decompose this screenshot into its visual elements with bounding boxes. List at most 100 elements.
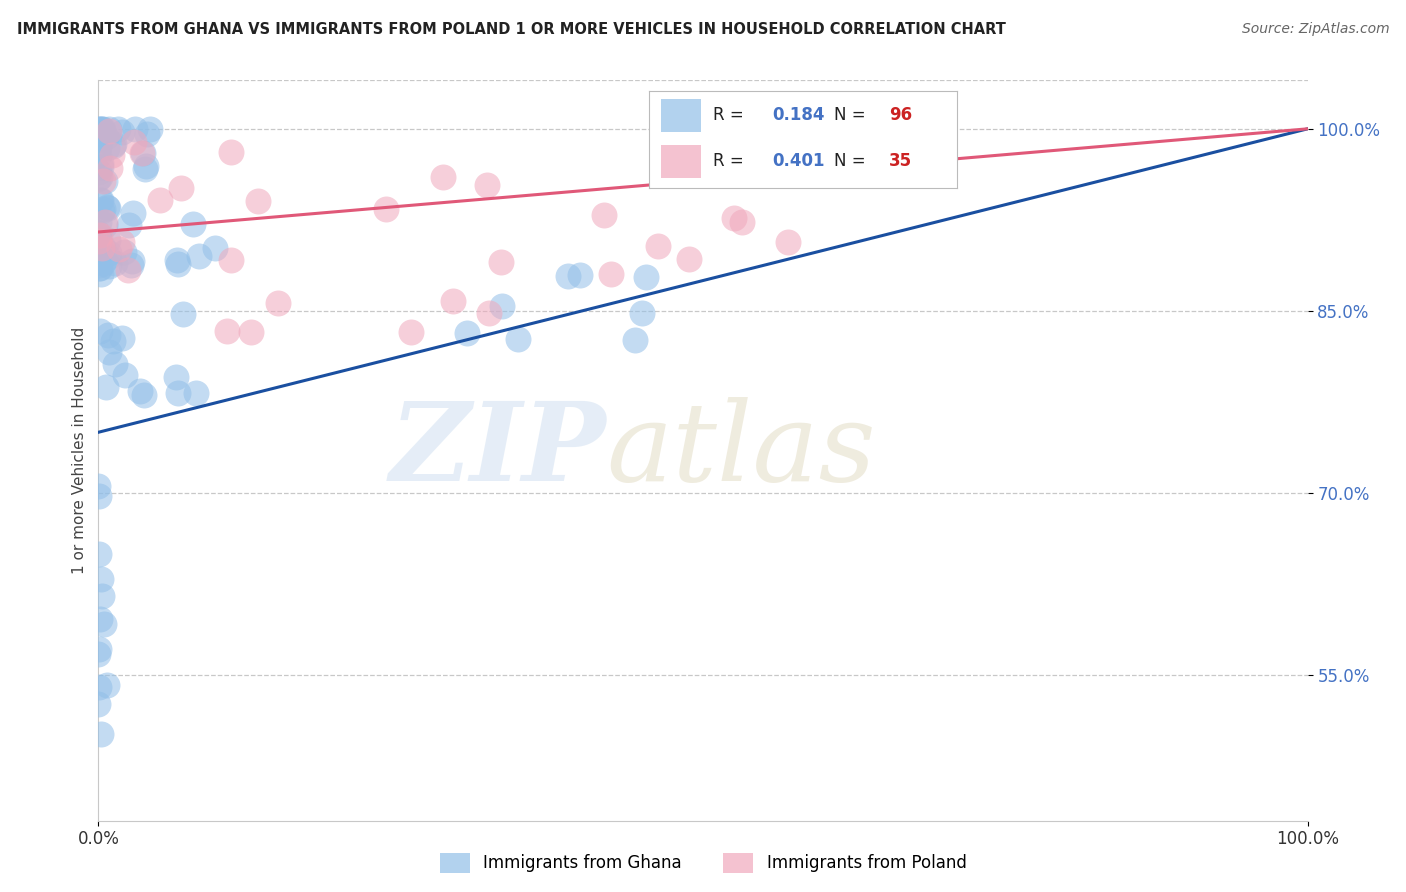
- Point: [87, 258, 110, 272]
- Text: atlas: atlas: [606, 397, 876, 504]
- Point: [97, 246, 120, 260]
- Point: [89, 260, 111, 275]
- Point: [90, 160, 112, 174]
- Point: [723, 211, 745, 226]
- Point: [87, 697, 110, 711]
- Point: [166, 386, 188, 401]
- Point: [139, 121, 162, 136]
- Point: [215, 324, 238, 338]
- Point: [187, 249, 209, 263]
- Point: [93, 617, 115, 632]
- Point: [87, 227, 110, 242]
- Point: [89, 170, 111, 185]
- Point: [678, 252, 700, 266]
- Point: [97, 250, 120, 264]
- Point: [87, 547, 110, 561]
- Point: [91, 121, 114, 136]
- Point: [169, 181, 191, 195]
- Point: [90, 727, 112, 741]
- Point: [557, 268, 579, 283]
- Point: [89, 129, 111, 144]
- Point: [89, 324, 111, 338]
- Point: [87, 140, 110, 154]
- Point: [104, 256, 127, 270]
- Point: [94, 214, 117, 228]
- Point: [131, 145, 153, 160]
- Point: [121, 254, 143, 268]
- Point: [134, 161, 156, 176]
- Point: [97, 202, 120, 216]
- Point: [98, 161, 121, 175]
- Point: [90, 155, 112, 169]
- Point: [93, 174, 115, 188]
- Point: [181, 217, 204, 231]
- Point: [89, 489, 111, 503]
- Point: [593, 208, 616, 222]
- Point: [778, 235, 800, 249]
- Point: [118, 219, 141, 233]
- Point: [399, 325, 422, 339]
- Point: [87, 234, 110, 248]
- Point: [87, 226, 110, 240]
- Point: [219, 253, 242, 268]
- Point: [87, 479, 110, 493]
- Point: [87, 215, 110, 229]
- Point: [121, 205, 143, 219]
- Point: [221, 145, 243, 160]
- Point: [122, 136, 145, 150]
- Point: [489, 255, 512, 269]
- Point: [89, 132, 111, 146]
- Point: [89, 227, 111, 242]
- Point: [89, 193, 111, 207]
- Point: [135, 127, 157, 141]
- Point: [87, 121, 110, 136]
- Point: [432, 169, 454, 184]
- Point: [117, 263, 139, 277]
- Point: [647, 239, 669, 253]
- Point: [111, 331, 134, 345]
- Point: [374, 202, 396, 216]
- Point: [107, 121, 129, 136]
- Point: [90, 241, 112, 255]
- Point: [491, 299, 513, 313]
- Point: [87, 641, 110, 656]
- Point: [87, 121, 110, 136]
- Point: [599, 267, 621, 281]
- Point: [103, 357, 125, 371]
- Point: [568, 268, 591, 282]
- Point: [478, 305, 501, 319]
- Y-axis label: 1 or more Vehicles in Household: 1 or more Vehicles in Household: [72, 326, 87, 574]
- Point: [91, 202, 114, 217]
- Point: [96, 141, 118, 155]
- Point: [96, 200, 118, 214]
- Point: [124, 121, 146, 136]
- Point: [166, 256, 188, 270]
- Point: [475, 178, 498, 192]
- Point: [87, 260, 110, 275]
- Point: [87, 647, 110, 661]
- Point: [165, 370, 187, 384]
- Point: [634, 269, 657, 284]
- Point: [441, 294, 464, 309]
- Point: [114, 368, 136, 382]
- Text: ZIP: ZIP: [389, 397, 606, 504]
- Point: [94, 130, 117, 145]
- Point: [731, 215, 754, 229]
- Point: [631, 306, 654, 320]
- Point: [112, 244, 135, 259]
- Point: [89, 572, 111, 586]
- Point: [90, 121, 112, 136]
- Point: [508, 332, 530, 346]
- Point: [90, 267, 112, 281]
- Point: [90, 121, 112, 136]
- Point: [128, 384, 150, 398]
- Point: [267, 295, 290, 310]
- Point: [87, 227, 110, 242]
- Point: [91, 589, 114, 603]
- Point: [87, 680, 110, 694]
- Point: [186, 386, 208, 401]
- Point: [135, 159, 157, 173]
- Point: [456, 326, 478, 341]
- Legend: Immigrants from Ghana, Immigrants from Poland: Immigrants from Ghana, Immigrants from P…: [433, 847, 973, 880]
- Point: [97, 121, 120, 136]
